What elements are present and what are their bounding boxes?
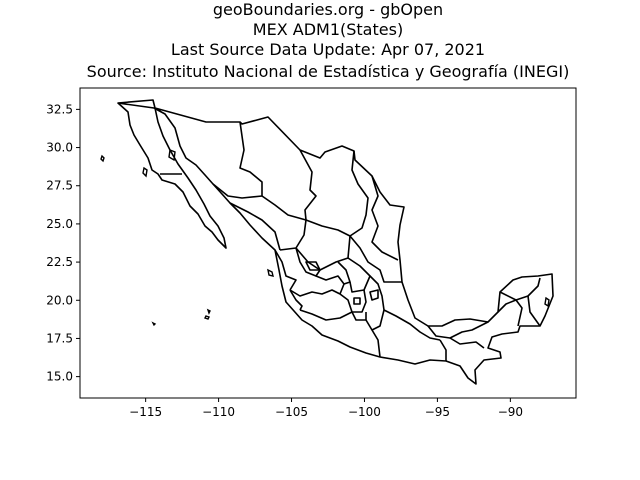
axes-frame xyxy=(79,87,577,399)
island-cedros xyxy=(142,166,148,178)
y-tick-label: 27.5 xyxy=(46,179,73,193)
y-tick-label: 15.0 xyxy=(46,370,73,384)
border-mexico-state xyxy=(339,289,367,313)
border-quintana-roo xyxy=(527,295,541,327)
x-tick-label: −95 xyxy=(425,405,450,419)
border-zacatecas-slp xyxy=(295,235,351,271)
border-sonora-chihuahua xyxy=(239,121,263,196)
island-marias xyxy=(267,268,274,277)
border-chihuahua-coahuila xyxy=(299,149,317,221)
border-colima xyxy=(289,289,303,311)
y-tick-label: 22.5 xyxy=(46,255,73,269)
country-outline xyxy=(117,99,554,385)
border-durango xyxy=(261,195,307,251)
border-coahuila-zacatecas xyxy=(305,219,351,237)
y-tick-label: 30.0 xyxy=(46,141,73,155)
islands xyxy=(100,149,550,327)
border-aguascalientes xyxy=(305,261,321,271)
island-tiburon xyxy=(168,149,176,162)
title-line-4: Source: Instituto Nacional de Estadístic… xyxy=(86,62,570,81)
x-tick-label: −110 xyxy=(202,405,235,419)
border-tlaxcala xyxy=(369,289,379,301)
border-jalisco-ags xyxy=(295,247,321,277)
island-revillagigedo xyxy=(206,308,211,315)
x-tick-label: −100 xyxy=(348,405,381,419)
border-tabasco xyxy=(427,321,489,339)
island-socorro xyxy=(204,315,210,320)
x-tick-label: −90 xyxy=(498,405,523,419)
x-tick-label: −105 xyxy=(275,405,308,419)
y-tick-label: 20.0 xyxy=(46,293,73,307)
y-tick-label: 32.5 xyxy=(46,102,73,116)
border-morelos xyxy=(351,311,367,321)
x-tick-label: −115 xyxy=(129,405,162,419)
island-cozumel xyxy=(544,296,550,308)
border-jalisco-michoacan xyxy=(289,289,341,297)
border-queretaro xyxy=(337,261,351,285)
axes: −115 −110 −105 −100 −95 −90 15.0 17.5 20.0 22.5 25… xyxy=(46,87,577,419)
border-sonora-sinaloa xyxy=(212,183,263,199)
border-guanajuato xyxy=(315,275,345,295)
border-cdmx xyxy=(353,297,361,305)
baja-peninsula xyxy=(117,102,227,249)
border-chiapas xyxy=(449,337,485,349)
border-nl-tamaulipas xyxy=(371,175,399,261)
border-veracruz-oaxaca xyxy=(383,309,441,341)
border-puebla xyxy=(365,275,385,331)
border-sinaloa-durango xyxy=(229,202,281,251)
y-tick-label: 17.5 xyxy=(46,331,73,345)
title-line-1: geoBoundaries.org - gbOpen xyxy=(212,0,444,19)
island-clarion xyxy=(151,321,157,327)
border-oaxaca-chiapas xyxy=(439,339,447,361)
y-tick-label: 25.0 xyxy=(46,217,73,231)
state-boundaries xyxy=(117,99,554,385)
border-michoacan-guerrero xyxy=(299,309,353,321)
border-coahuila-nl xyxy=(349,150,369,237)
title-line-3: Last Source Data Update: Apr 07, 2021 xyxy=(170,40,486,59)
title-line-2: MEX ADM1(States) xyxy=(252,20,404,39)
border-campeche xyxy=(497,299,523,327)
border-guerrero-oaxaca xyxy=(371,329,381,358)
island-guadalupe xyxy=(100,154,105,163)
border-yucatan xyxy=(499,277,541,301)
border-hidalgo xyxy=(347,257,371,293)
border-nayarit-jalisco xyxy=(274,249,297,291)
border-slp-veracruz xyxy=(349,235,402,283)
